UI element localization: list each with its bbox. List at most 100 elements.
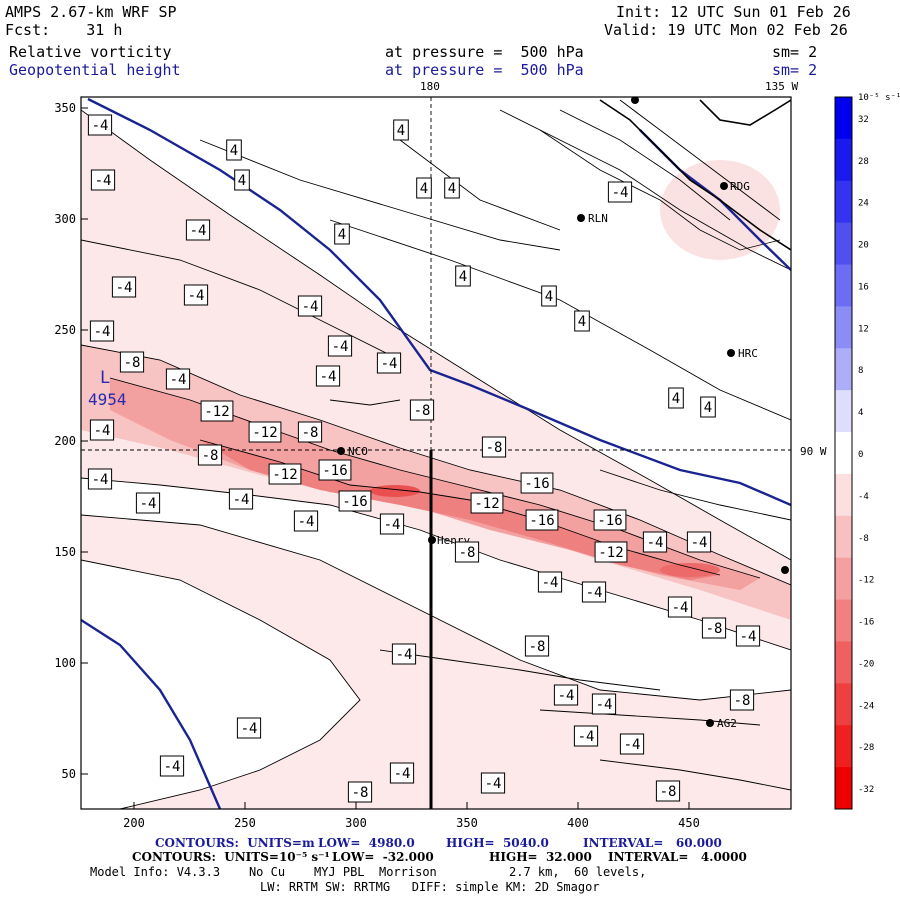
svg-text:-4: -4 [170,372,187,388]
vort-contour-label: -16 [593,509,627,531]
svg-text:-8: -8 [202,448,219,464]
model-title: AMPS 2.67-km WRF SP [5,3,177,21]
svg-text:-4: -4 [596,697,613,713]
vort-contour-label: -4 [315,365,341,387]
svg-text:4: 4 [704,400,712,416]
svg-text:-12: -12 [204,404,229,420]
svg-text:-16: -16 [322,463,347,479]
colorbar-swatch [835,222,852,266]
svg-text:4: 4 [420,181,428,197]
vort-contour-label: -12 [268,463,302,485]
svg-text:-8: -8 [352,785,369,801]
station-rln: RLN [588,212,608,225]
y-tick-350: 350 [54,101,76,115]
svg-text:-4: -4 [542,575,559,591]
svg-text:-16: -16 [597,513,622,529]
station-hrc: HRC [738,347,758,360]
y-tick-300: 300 [54,212,76,226]
vort-contour-label: -12 [200,400,234,422]
svg-text:4: 4 [238,173,246,189]
meridian-label-135w: 135 W [765,80,799,93]
vort-contour-labels: -4 444-4 4 4 -44-4-44-4-44-44-4-4-4-8-4-844-… [87,114,761,803]
vort-contour-label: -4 [379,513,405,535]
svg-text:-4: -4 [672,600,689,616]
svg-text:-4: -4 [188,288,205,304]
colorbar-swatch [835,348,852,391]
footer-physics: LW: RRTM SW: RRTMG DIFF: simple KM: 2D S… [260,880,600,894]
colorbar-tick-label: 32 [858,115,869,125]
vort-contour-label: 4 [700,396,716,418]
x-tick-400: 400 [567,816,589,830]
vort-contour-label: -16 [318,459,352,481]
colorbar-tick-label: 0 [858,450,863,460]
vort-contour-label: -4 [297,295,323,317]
svg-text:4: 4 [230,143,238,159]
colorbar-swatch [835,97,852,140]
vort-contour-label: -4 [735,625,761,647]
vort-contour-label: -4 [642,531,668,553]
svg-text:-16: -16 [342,494,367,510]
svg-text:-8: -8 [302,425,319,441]
vort-contour-label: -4 [89,419,115,441]
colorbar-swatch [835,599,852,642]
vort-contour-label: -12 [248,421,282,443]
svg-text:-4: -4 [233,492,250,508]
svg-text:-4: -4 [92,118,109,134]
vort-contour-label: 4 [541,285,557,307]
svg-text:-4: -4 [384,517,401,533]
footer-height-low: LOW= 4980.0 [318,836,415,850]
svg-text:4: 4 [338,227,346,243]
svg-text:4: 4 [397,123,405,139]
field-vorticity: Relative vorticity [9,43,172,61]
x-tick-300: 300 [345,816,367,830]
svg-text:-16: -16 [529,513,554,529]
vort-region-neg4-south [81,515,791,809]
colorbar-swatch [835,390,852,433]
vort-contour-label: 4 [668,387,684,409]
vort-contour-label: -16 [338,490,372,512]
vort-contour-label: -4 [165,368,191,390]
svg-text:-4: -4 [94,324,111,340]
init-time: Init: 12 UTC Sun 01 Feb 26 [616,3,851,21]
svg-text:-4: -4 [558,688,575,704]
svg-text:-4: -4 [485,776,502,792]
svg-text:-4: -4 [116,280,133,296]
footer-height-interval: INTERVAL= 60.000 [583,836,722,850]
pressure-level-1: at pressure = 500 hPa [385,43,584,61]
valid-time: Valid: 19 UTC Mon 02 Feb 26 [604,21,848,39]
vort-contour-label: -4 [591,693,617,715]
svg-text:4: 4 [672,391,680,407]
vort-contour-label: 4 [574,310,590,332]
vort-contour-label: -4 [293,510,319,532]
vort-contour-label: -16 [525,509,559,531]
footer-height-high: HIGH= 5040.0 [446,836,549,850]
parallel-label-90w: 90 W [800,445,827,458]
vort-region-neg16 [200,440,720,580]
station-nco: NCO [348,445,368,458]
smoothing-1: sm= 2 [772,43,818,61]
footer-vort-label: CONTOURS: UNITS=10⁻⁵ s⁻¹ [132,850,330,864]
svg-text:-16: -16 [524,476,549,492]
vort-contour-label: -8 [729,689,755,711]
svg-text:-8: -8 [734,693,751,709]
footer-vort-interval: INTERVAL= 4.0000 [608,850,747,864]
vort-contour-label: -4 [376,352,402,374]
vort-contour-label: -4 [228,488,254,510]
vort-contour-label: -4 [236,717,262,739]
svg-text:4: 4 [459,269,467,285]
svg-text:-8: -8 [124,355,141,371]
vort-contour-label: -4 [619,733,645,755]
svg-text:-4: -4 [381,356,398,372]
vort-contour-label: -4 [607,181,633,203]
pressure-level-2: at pressure = 500 hPa [385,61,584,79]
svg-text:-4: -4 [612,185,629,201]
svg-text:-4: -4 [190,223,207,239]
colorbar-tick-label: 24 [858,199,869,209]
colorbar-tick-label: 4 [858,408,863,418]
colorbar-tick-label: 12 [858,324,869,334]
vort-contour-label: -4 [480,772,506,794]
vort-contour-label: 4 [444,177,460,199]
colorbar-tick-label: 20 [858,241,869,251]
svg-text:4: 4 [578,314,586,330]
vort-contour-label: -8 [701,617,727,639]
